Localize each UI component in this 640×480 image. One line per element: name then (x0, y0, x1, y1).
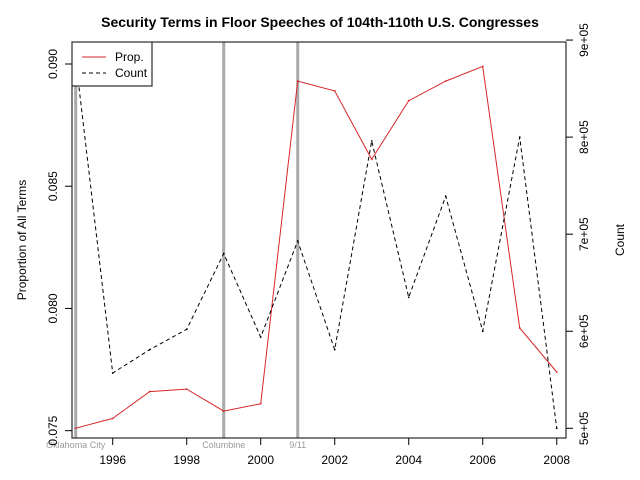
event-markers: Oklahoma City Columbine 9/11 (46, 42, 306, 450)
event-label-0: Oklahoma City (46, 440, 106, 450)
right-tick-label-3: 8e+05 (577, 120, 591, 154)
series-1-point-1 (111, 372, 114, 374)
series-1-point-10 (444, 195, 447, 198)
right-y-axis: 5e+05 6e+05 7e+05 8e+05 9e+05 (566, 23, 591, 445)
series-0-point-1 (111, 417, 114, 420)
series-0-point-6 (296, 80, 299, 83)
series-1-point-3 (185, 328, 188, 331)
x-tick-label-0: 1996 (99, 453, 126, 467)
right-y-axis-label: Count (613, 223, 627, 256)
x-axis: 1996 1998 2000 2002 2004 2006 2008 (99, 438, 570, 467)
legend-box (71, 41, 153, 87)
left-y-axis: 0.075 0.080 0.085 0.090 (46, 49, 72, 446)
series-0-point-4 (222, 410, 225, 413)
event-label-2: 9/11 (289, 440, 306, 450)
series-1-point-9 (407, 296, 410, 299)
left-y-axis-label: Proportion of All Terms (15, 180, 29, 301)
left-tick-label-2: 0.085 (46, 171, 60, 201)
x-tick-label-3: 2002 (321, 453, 348, 467)
series-1-point-8 (370, 140, 373, 142)
x-tick-label-6: 2008 (543, 453, 570, 467)
series-0-point-11 (481, 65, 484, 68)
plot-frame (71, 41, 567, 439)
series-1-point-13 (555, 427, 558, 430)
series-0-point-2 (148, 390, 151, 393)
series-line-0 (75, 65, 558, 429)
series-0-point-12 (518, 327, 521, 329)
series-1-point-5 (259, 336, 262, 338)
series-1-point-11 (481, 330, 484, 333)
series-0-point-13 (555, 371, 558, 373)
right-tick-label-0: 5e+05 (577, 411, 591, 445)
series-1-point-6 (296, 240, 299, 242)
chart-title: Security Terms in Floor Speeches of 104t… (101, 14, 539, 30)
series-0-point-9 (407, 99, 410, 102)
legend-label-count: Count (115, 66, 148, 80)
series-1-point-7 (333, 348, 336, 351)
event-label-1: Columbine (202, 440, 245, 450)
series-1-point-4 (222, 252, 225, 255)
left-tick-label-3: 0.090 (46, 49, 60, 79)
series-0-point-7 (333, 89, 336, 92)
legend: Prop. Count (71, 41, 153, 87)
series-0-point-3 (185, 388, 188, 391)
legend-label-prop: Prop. (115, 50, 144, 64)
series-1-point-12 (518, 136, 521, 139)
series-0-point-5 (259, 402, 262, 405)
x-tick-label-2: 2000 (247, 453, 274, 467)
right-tick-label-4: 9e+05 (577, 23, 591, 57)
x-tick-label-1: 1998 (173, 453, 200, 467)
x-tick-label-5: 2006 (469, 453, 496, 467)
right-tick-label-1: 6e+05 (577, 314, 591, 348)
right-tick-label-2: 7e+05 (577, 217, 591, 251)
series-0-point-0 (74, 427, 77, 430)
series-lines (74, 58, 558, 430)
left-tick-label-0: 0.075 (46, 415, 60, 445)
left-tick-label-1: 0.080 (46, 293, 60, 323)
series-line-1 (75, 59, 558, 429)
series-0-point-10 (444, 80, 447, 83)
series-1-point-2 (148, 348, 151, 351)
series-0-point-8 (370, 158, 373, 161)
x-tick-label-4: 2004 (395, 453, 422, 467)
